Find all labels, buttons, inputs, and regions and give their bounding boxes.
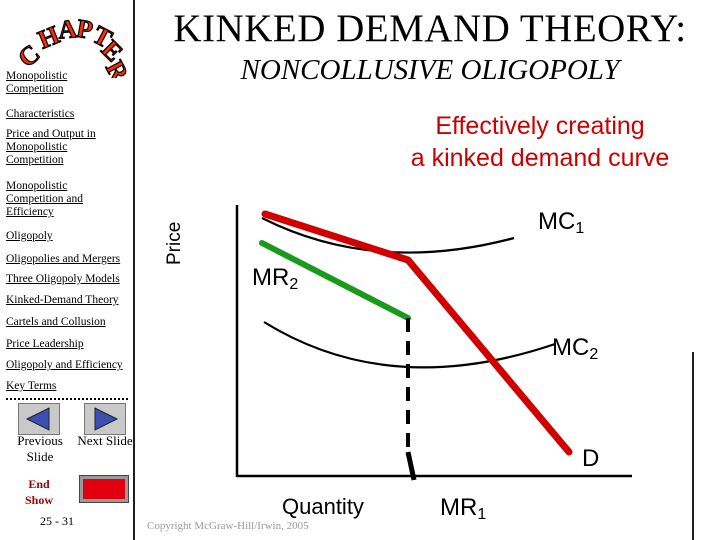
mr1-label: MR1 <box>440 494 487 523</box>
separator-dots <box>6 398 130 400</box>
arrow-right-icon <box>94 407 119 431</box>
sidebar-item-price-output[interactable]: Price and Output in Monopolistic Competi… <box>6 128 96 166</box>
sidebar-item-price-leadership[interactable]: Price Leadership <box>6 338 84 350</box>
sidebar-divider <box>133 0 135 540</box>
demand-label: D <box>582 445 600 472</box>
mr-upper-segment <box>259 240 411 321</box>
right-border-line <box>692 352 694 540</box>
previous-button[interactable] <box>18 403 60 435</box>
end-show-label[interactable]: End Show <box>24 477 53 507</box>
mr-lower-segment <box>405 451 417 481</box>
sidebar: C H A P T E R Monopolistic Competition C… <box>0 0 135 540</box>
mr2-label: MR2 <box>252 264 299 293</box>
sidebar-item-kinked-demand[interactable]: Kinked-Demand Theory <box>6 294 119 306</box>
page-subtitle: NONCOLLUSIVE OLIGOPOLY <box>240 54 620 86</box>
sidebar-item-efficiency[interactable]: Monopolistic Competition and Efficiency <box>6 180 83 218</box>
demand-curve <box>261 210 573 456</box>
slide-caption: Effectively creating a kinked demand cur… <box>370 110 710 174</box>
stop-icon <box>83 479 125 499</box>
sidebar-item-three-models[interactable]: Three Oligopoly Models <box>6 273 120 285</box>
mc2-label: MC2 <box>552 334 599 363</box>
page-number: 25 - 31 <box>40 514 74 528</box>
svg-text:A: A <box>57 14 78 45</box>
sidebar-item-characteristics[interactable]: Characteristics <box>6 108 75 120</box>
copyright-text: Copyright McGraw-Hill/Irwin, 2005 <box>147 520 309 532</box>
mc2-curve <box>263 321 556 369</box>
next-button[interactable] <box>84 403 126 435</box>
x-axis-label: Quantity <box>282 494 364 519</box>
sidebar-item-key-terms[interactable]: Key Terms <box>6 380 57 392</box>
sidebar-item-oligopoly[interactable]: Oligopoly <box>6 230 53 242</box>
arrow-left-icon <box>25 407 50 431</box>
chapter-logo: C H A P T E R <box>12 13 135 78</box>
sidebar-item-cartels[interactable]: Cartels and Collusion <box>6 316 106 328</box>
sidebar-item-oligopoly-efficiency[interactable]: Oligopoly and Efficiency <box>6 359 123 371</box>
next-slide-label[interactable]: Next Slide <box>77 433 133 448</box>
caption-line-2: a kinked demand curve <box>410 144 670 172</box>
sidebar-item-monopolistic-competition[interactable]: Monopolistic Competition <box>6 70 68 95</box>
svg-text:P: P <box>74 14 95 45</box>
page-title: KINKED DEMAND THEORY: <box>173 7 687 50</box>
caption-line-1: Effectively creating <box>435 112 645 140</box>
y-axis-label: Price <box>164 221 185 265</box>
mc1-label: MC1 <box>538 208 585 237</box>
previous-slide-label[interactable]: Previous Slide <box>17 433 63 464</box>
sidebar-item-oligopolies-mergers[interactable]: Oligopolies and Mergers <box>6 253 121 265</box>
end-show-button[interactable] <box>79 475 129 503</box>
